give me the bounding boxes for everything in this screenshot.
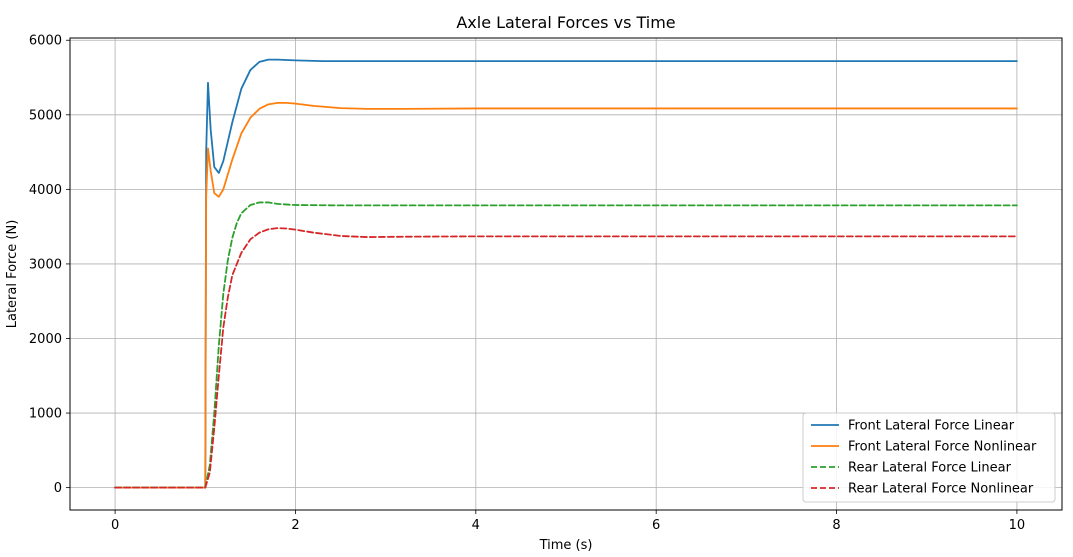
legend-box: [802, 412, 1056, 503]
series-line-4: [114, 227, 1018, 489]
ticks: 0 2 4 6 8 10 0 1000 2000 3000 4000 5000 6000: [29, 34, 1025, 533]
y-tick-label: 4000: [29, 183, 62, 198]
y-tick-label: 1000: [29, 407, 62, 422]
series-layer: [114, 58, 1018, 489]
x-tick-label: 6: [652, 518, 660, 533]
legend-label: Front Lateral Force Linear: [848, 419, 1015, 434]
y-tick-label: 6000: [29, 34, 62, 49]
series-line-3: [114, 201, 1018, 489]
x-tick-label: 2: [291, 518, 299, 533]
x-tick-label: 0: [111, 518, 119, 533]
y-axis-title: Lateral Force (N): [5, 220, 20, 329]
x-axis-title: Time (s): [539, 538, 593, 553]
y-tick-label: 5000: [29, 108, 62, 123]
legend: Front Lateral Force Linear Front Lateral …: [802, 412, 1056, 503]
legend-label: Front Lateral Force Nonlinear: [848, 440, 1037, 455]
x-tick-label: 10: [1009, 518, 1026, 533]
x-tick-label: 4: [472, 518, 480, 533]
x-tick-label: 8: [832, 518, 840, 533]
y-tick-label: 0: [54, 481, 62, 496]
y-tick-label: 3000: [29, 257, 62, 272]
chart-title: Axle Lateral Forces vs Time: [456, 13, 675, 32]
series-line-1: [114, 58, 1018, 489]
y-tick-label: 2000: [29, 332, 62, 347]
plot-frame: [69, 37, 1063, 511]
legend-label: Rear Lateral Force Linear: [848, 461, 1012, 476]
legend-label: Rear Lateral Force Nonlinear: [848, 482, 1034, 497]
series-line-2: [114, 101, 1018, 489]
